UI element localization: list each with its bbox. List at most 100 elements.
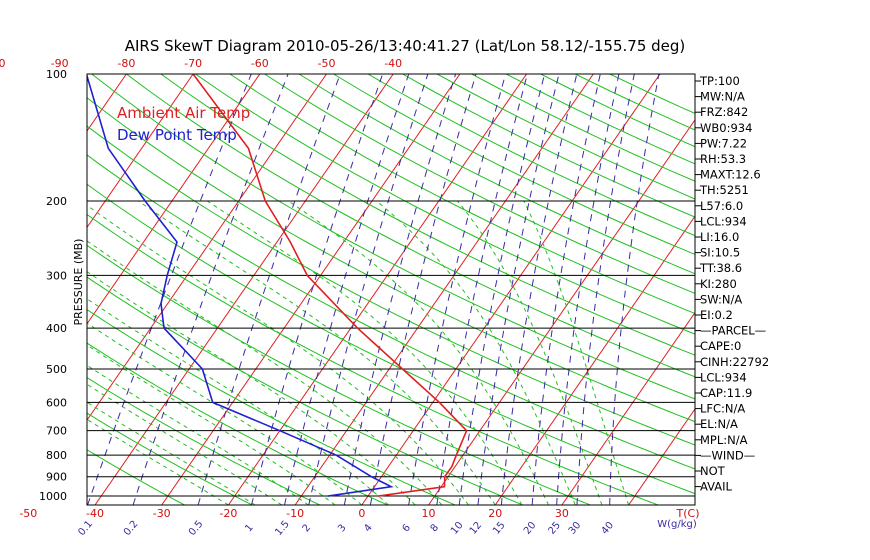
bottom-temp-tick-label: -20 bbox=[219, 507, 237, 520]
mixing-ratio-line bbox=[576, 74, 635, 505]
pressure-tick-label: 900 bbox=[46, 471, 67, 484]
isotherm-line bbox=[87, 74, 261, 325]
isotherm-line bbox=[0, 74, 60, 505]
mixing-ratio-line bbox=[284, 74, 410, 505]
mixing-ratio-tick-label: 25 bbox=[546, 520, 563, 537]
index-label: SW:N/A bbox=[700, 292, 742, 306]
pressure-tick-label: 1000 bbox=[39, 490, 67, 503]
top-temp-tick-label: -50 bbox=[318, 57, 336, 70]
isotherm-line bbox=[628, 408, 695, 505]
index-label: —PARCEL— bbox=[700, 324, 766, 338]
mixing-ratio-line bbox=[369, 74, 477, 505]
moist-adiabat-line bbox=[87, 271, 416, 505]
dry-adiabat-line bbox=[436, 74, 695, 200]
index-label: RH:53.3 bbox=[700, 152, 746, 166]
index-label: LFC:N/A bbox=[700, 402, 745, 416]
mixing-ratio-line bbox=[531, 74, 601, 505]
index-label: SI:10.5 bbox=[700, 246, 740, 260]
bottom-temp-tick-label: -40 bbox=[86, 507, 104, 520]
index-label: CINH:22792 bbox=[700, 355, 769, 369]
legend-entry: Ambient Air Temp bbox=[117, 104, 250, 122]
mixing-ratio-tick-label: 20 bbox=[522, 520, 539, 537]
mixing-ratio-line bbox=[436, 74, 528, 505]
moist-adiabat-line bbox=[138, 200, 496, 505]
bottom-temp-tick-label: 30 bbox=[555, 507, 569, 520]
dry-adiabat-line bbox=[87, 244, 591, 505]
isotherm-line bbox=[494, 215, 695, 505]
mixing-ratio-tick-label: 15 bbox=[491, 520, 508, 537]
mixing-ratio-tick-label: 1 bbox=[243, 522, 256, 534]
mixing-ratio-line bbox=[132, 74, 289, 505]
pressure-tick-label: 600 bbox=[46, 396, 67, 409]
index-label: LCL:934 bbox=[700, 370, 747, 384]
mixing-ratio-line bbox=[87, 74, 252, 505]
mixing-ratio-line bbox=[308, 74, 429, 505]
index-label: EL:N/A bbox=[700, 417, 738, 431]
dry-adiabat-line bbox=[87, 449, 185, 505]
isotherm-line bbox=[228, 74, 528, 505]
index-label: CAPE:0 bbox=[700, 339, 741, 353]
mixing-ratio-tick-label: 30 bbox=[567, 520, 584, 537]
isotherm-line bbox=[87, 74, 194, 229]
mixing-ratio-line bbox=[343, 74, 457, 505]
dry-adiabat-line bbox=[87, 213, 659, 505]
index-label: PW:7.22 bbox=[700, 136, 747, 150]
index-label: TT:38.6 bbox=[699, 261, 742, 275]
dry-adiabat-line bbox=[264, 74, 695, 294]
index-label: NOT bbox=[700, 464, 726, 478]
index-label: LCL:934 bbox=[700, 214, 747, 228]
mixing-ratio-axis-label: W(g/kg) bbox=[657, 519, 697, 530]
y-axis-label: PRESSURE (MB) bbox=[72, 239, 85, 326]
dry-adiabat-line bbox=[87, 125, 695, 446]
dry-adiabat-line bbox=[87, 276, 523, 505]
isotherm-line bbox=[161, 74, 461, 505]
dry-adiabat-line bbox=[87, 97, 695, 423]
dry-adiabat-line bbox=[87, 412, 253, 505]
ambient-temp-line bbox=[192, 74, 468, 497]
moist-adiabat-line bbox=[87, 298, 389, 505]
pressure-tick-label: 700 bbox=[46, 425, 67, 438]
bottom-temp-tick-label: 0 bbox=[358, 507, 365, 520]
mixing-ratio-line bbox=[408, 74, 507, 505]
index-label: WB0:934 bbox=[700, 121, 752, 135]
index-label: EI:0.2 bbox=[700, 308, 733, 322]
isotherm-line bbox=[561, 311, 695, 505]
moist-adiabat-line bbox=[87, 322, 363, 505]
isotherm-line bbox=[361, 74, 661, 505]
dry-adiabat-line bbox=[87, 154, 695, 470]
dry-adiabat-line bbox=[160, 74, 695, 356]
index-label: LI:16.0 bbox=[700, 230, 739, 244]
dew-point-line bbox=[87, 74, 394, 497]
mixing-ratio-tick-label: 0.2 bbox=[122, 519, 141, 538]
pressure-tick-label: 300 bbox=[46, 269, 67, 282]
index-label: KI:280 bbox=[700, 277, 737, 291]
index-label: TH:5251 bbox=[699, 183, 749, 197]
dry-adiabat-line bbox=[126, 74, 695, 378]
isotherm-line bbox=[87, 74, 327, 422]
dry-adiabat-line bbox=[91, 74, 695, 400]
mixing-ratio-tick-label: 6 bbox=[401, 522, 414, 534]
legend-entry: Dew Point Temp bbox=[117, 126, 237, 144]
mixing-ratio-tick-label: 0.5 bbox=[187, 519, 206, 538]
bottom-temp-tick-label: -10 bbox=[286, 507, 304, 520]
top-temp-tick-label: -100 bbox=[0, 57, 5, 70]
mixing-ratio-tick-label: 8 bbox=[429, 522, 442, 534]
mixing-ratio-tick-label: 2 bbox=[301, 522, 314, 534]
top-temp-tick-label: -40 bbox=[384, 57, 402, 70]
index-label: MPL:N/A bbox=[700, 433, 748, 447]
dry-adiabat-line bbox=[333, 74, 695, 256]
mixing-ratio-line bbox=[500, 74, 578, 505]
top-temp-tick-label: -60 bbox=[251, 57, 269, 70]
moist-adiabat-line bbox=[87, 204, 469, 505]
pressure-tick-label: 800 bbox=[46, 449, 67, 462]
mixing-ratio-tick-label: 12 bbox=[468, 520, 485, 537]
dry-adiabat-line bbox=[87, 309, 456, 505]
moist-adiabat-line bbox=[288, 200, 550, 505]
dry-adiabat-line bbox=[298, 74, 695, 275]
dry-adiabat-line bbox=[471, 74, 695, 182]
mixing-ratio-tick-label: 40 bbox=[599, 520, 616, 537]
index-label: FRZ:842 bbox=[700, 105, 748, 119]
chart-title: AIRS SkewT Diagram 2010-05-26/13:40:41.2… bbox=[125, 37, 686, 55]
moist-adiabat-line bbox=[207, 200, 523, 505]
plot-frame bbox=[86, 73, 696, 506]
